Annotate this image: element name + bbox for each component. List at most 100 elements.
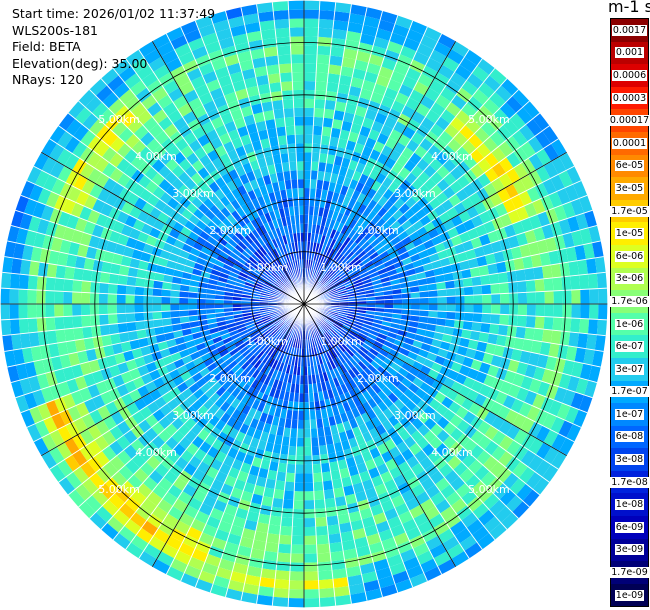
beam-cell <box>291 526 304 536</box>
beam-cell <box>481 397 495 412</box>
beam-cell <box>210 231 221 242</box>
beam-cell <box>94 248 106 262</box>
beam-cell <box>297 410 304 420</box>
beam-cell <box>352 340 362 349</box>
beam-cell <box>313 481 324 492</box>
beam-cell <box>527 136 544 154</box>
beam-cell <box>255 279 265 286</box>
beam-cell <box>449 520 467 536</box>
beam-cell <box>33 359 46 376</box>
beam-cell <box>223 295 234 301</box>
beam-cell <box>170 558 188 573</box>
beam-cell <box>231 408 242 420</box>
beam-cell <box>278 352 285 363</box>
beam-cell <box>29 406 44 424</box>
beam-cell <box>264 385 273 396</box>
beam-cell <box>206 343 217 353</box>
beam-cell <box>237 357 248 368</box>
beam-cell <box>396 214 409 226</box>
beam-cell <box>446 543 465 559</box>
beam-cell <box>472 502 490 519</box>
beam-cell <box>83 194 98 210</box>
beam-cell <box>250 357 260 367</box>
beam-cell <box>315 525 329 536</box>
beam-cell <box>518 190 533 207</box>
beam-cell <box>522 255 534 270</box>
beam-cell <box>143 287 154 297</box>
beam-cell <box>267 230 275 241</box>
beam-cell <box>26 423 42 442</box>
beam-cell <box>483 220 496 234</box>
colorbar-level: 1.7e-08 <box>610 470 649 494</box>
beam-cell <box>357 214 367 225</box>
beam-cell <box>408 382 420 394</box>
beam-cell <box>102 130 119 147</box>
beam-cell <box>570 198 585 216</box>
beam-cell <box>412 542 430 557</box>
beam-cell <box>350 272 360 280</box>
beam-cell <box>452 270 463 281</box>
beam-cell <box>254 148 265 160</box>
beam-cell <box>137 231 150 244</box>
beam-cell <box>412 360 424 371</box>
beam-cell <box>189 351 201 361</box>
beam-cell <box>420 477 436 492</box>
beam-cell <box>435 498 451 514</box>
beam-cell <box>281 162 291 172</box>
beam-cell <box>324 497 337 509</box>
beam-cell <box>481 313 492 324</box>
beam-cell <box>45 191 60 209</box>
beam-cell <box>87 440 102 457</box>
beam-cell <box>356 462 368 474</box>
beam-cell <box>378 66 394 80</box>
beam-cell <box>184 237 196 248</box>
colorbar-tick-label: 1.7e-08 <box>610 476 649 488</box>
beam-cell <box>348 378 358 389</box>
beam-cell <box>351 275 362 283</box>
beam-cell <box>313 318 320 327</box>
beam-cell <box>297 179 304 189</box>
beam-cell <box>377 575 395 589</box>
beam-cell <box>98 293 108 304</box>
beam-cell <box>230 571 247 584</box>
beam-cell <box>70 390 84 406</box>
beam-cell <box>254 216 264 227</box>
beam-cell <box>310 170 318 180</box>
beam-cell <box>347 313 357 318</box>
beam-cell <box>309 259 314 270</box>
beam-cell <box>520 174 535 191</box>
beam-cell <box>214 308 225 314</box>
beam-cell <box>63 304 73 317</box>
beam-cell <box>469 330 481 342</box>
beam-cell <box>206 362 218 373</box>
beam-cell <box>251 333 261 341</box>
beam-cell <box>141 498 158 514</box>
beam-cell <box>318 335 325 345</box>
beam-cell <box>152 449 167 464</box>
beam-cell <box>307 223 313 234</box>
beam-cell <box>45 399 60 417</box>
beam-cell <box>347 465 360 477</box>
beam-cell <box>462 240 474 252</box>
beam-cell <box>304 535 317 545</box>
range-grid <box>0 0 608 608</box>
beam-cell <box>213 499 228 513</box>
beam-cell <box>134 356 146 368</box>
beam-cell <box>470 380 484 394</box>
beam-cell <box>528 170 543 187</box>
beam-cell <box>320 189 329 200</box>
beam-cell <box>177 103 193 117</box>
beam-cell <box>214 294 225 300</box>
beam-cell <box>282 344 289 354</box>
beam-cell <box>440 484 456 499</box>
beam-cell <box>280 276 288 285</box>
beam-cell <box>568 260 580 277</box>
beam-cell <box>369 271 379 279</box>
beam-cell <box>253 348 263 358</box>
colorbar-tick-label: 6e-06 <box>614 250 645 262</box>
beam-cell <box>243 284 254 291</box>
beam-cell <box>195 15 214 30</box>
beam-cell <box>323 489 335 500</box>
beam-cell <box>594 256 606 274</box>
beam-cell <box>226 322 237 329</box>
